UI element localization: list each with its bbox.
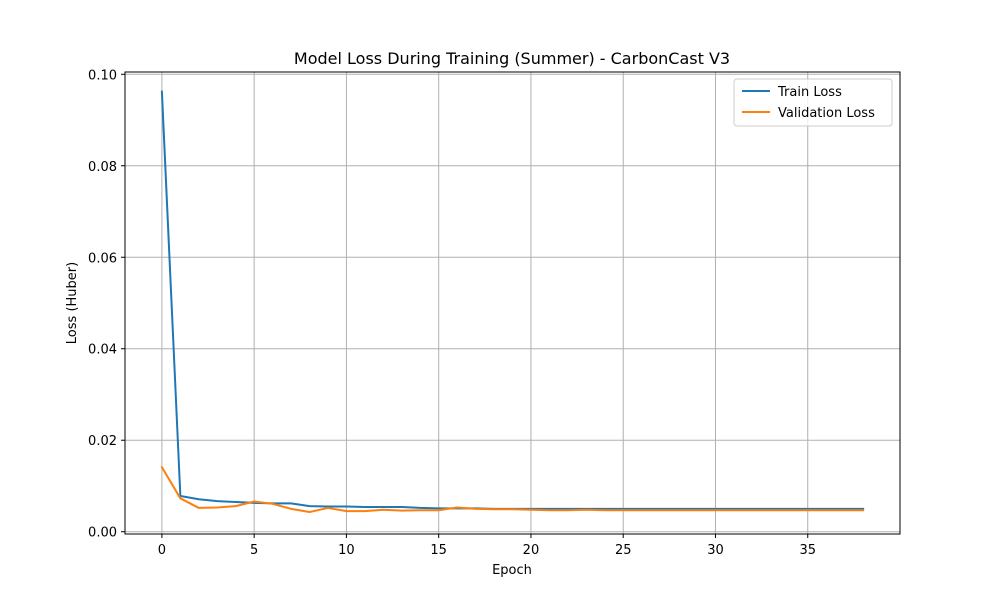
grid-lines xyxy=(125,72,900,534)
x-axis-label: Epoch xyxy=(492,563,532,578)
validation-loss-line xyxy=(160,465,865,514)
axis-ticks: 0 5 10 15 20 25 30 35 0.00 0.02 0.04 0.06 0.08 0.10 xyxy=(88,68,816,558)
legend: Train Loss Validation Loss xyxy=(733,78,893,127)
y-tick-label: 0.10 xyxy=(88,68,117,83)
legend-box xyxy=(733,78,893,127)
x-tick-label: 0 xyxy=(158,543,166,558)
chart-title: Model Loss During Training (Summer) - Ca… xyxy=(294,49,730,68)
x-tick-label: 35 xyxy=(799,543,816,558)
y-tick-label: 0.08 xyxy=(88,160,117,175)
y-axis-label: Loss (Huber) xyxy=(65,262,80,344)
legend-label: Validation Loss xyxy=(778,106,875,121)
legend-label: Train Loss xyxy=(777,85,842,100)
plot-area-frame xyxy=(124,71,901,535)
y-tick-label: 0.00 xyxy=(88,526,117,541)
y-tick-label: 0.02 xyxy=(88,434,117,449)
x-tick-label: 25 xyxy=(615,543,632,558)
x-tick-label: 15 xyxy=(430,543,447,558)
x-tick-label: 5 xyxy=(250,543,258,558)
x-tick-label: 20 xyxy=(523,543,540,558)
y-tick-label: 0.06 xyxy=(88,251,117,266)
y-tick-label: 0.04 xyxy=(88,343,117,358)
x-tick-label: 30 xyxy=(707,543,724,558)
x-tick-label: 10 xyxy=(338,543,355,558)
series-lines xyxy=(160,90,865,514)
